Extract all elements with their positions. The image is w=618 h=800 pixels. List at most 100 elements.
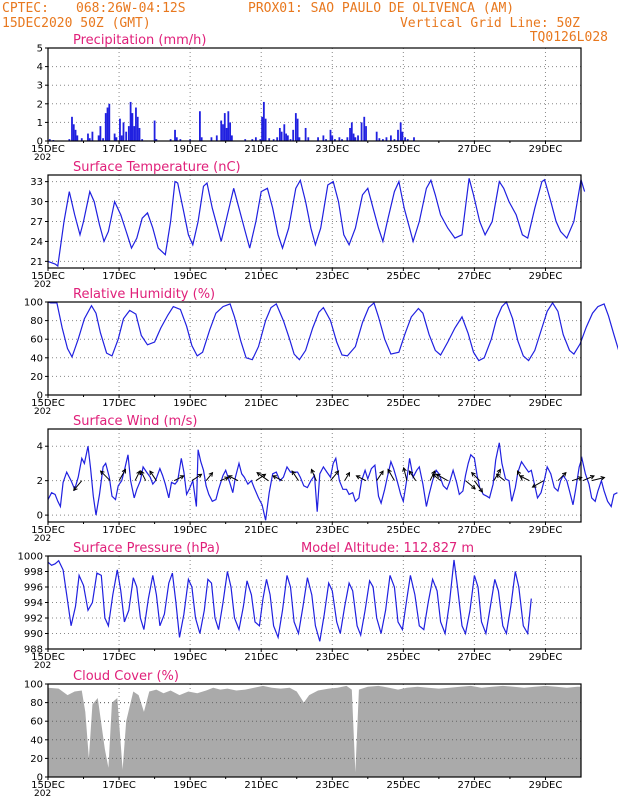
precip-bar: [352, 133, 355, 141]
panel-title: Cloud Cover (%): [73, 669, 179, 684]
x-tick-label: 25DEC: [386, 780, 420, 791]
y-tick-label: 4: [37, 62, 43, 73]
precip-bar: [104, 113, 107, 141]
wind-arrow-head: [261, 473, 267, 479]
y-tick-label: 4: [37, 442, 43, 453]
wind-arrow-head: [121, 468, 126, 474]
precip-bar: [350, 122, 353, 141]
x-tick-label: 27DEC: [458, 144, 492, 155]
coords-label: 068:26W-04:12S: [76, 1, 186, 16]
x-tick-label: 21DEC: [244, 780, 278, 791]
precip-bar: [363, 116, 366, 141]
x-tick-label: 29DEC: [529, 652, 563, 663]
precip-bar: [72, 124, 75, 141]
precip-bar: [102, 138, 104, 141]
precip-bar: [389, 135, 392, 141]
x-tick-label: 19DEC: [173, 144, 207, 155]
wind-arrow-head: [379, 470, 384, 476]
wind-arrow-head: [149, 470, 154, 476]
precip-bar: [215, 135, 218, 141]
precip-bar: [127, 126, 130, 141]
precip-bar: [307, 137, 310, 141]
precip-bar: [225, 127, 228, 141]
precip-bar: [280, 131, 283, 141]
wind-arrow: [473, 480, 483, 493]
y-tick-label: 30: [30, 197, 43, 208]
x-tick-label: 15DEC: [31, 525, 65, 536]
wind-arrow-head: [208, 471, 214, 477]
panel-rh: 15DEC 17DEC 19DEC 21DEC 23DEC 25DEC 27DEC 29DEC…: [24, 287, 618, 417]
year-fragment: 202: [34, 153, 51, 163]
y-tick-label: 60: [30, 335, 43, 346]
precip-bar: [406, 139, 409, 141]
precip-bar: [317, 137, 319, 141]
model-altitude-label: Model Altitude: 112.827 m: [301, 541, 474, 556]
wind-arrow: [173, 475, 184, 482]
x-tick-label: 29DEC: [529, 780, 563, 791]
precip-bar: [155, 139, 158, 141]
precip-bar: [272, 139, 275, 141]
wind-arrow: [330, 470, 339, 481]
precip-bar: [97, 135, 100, 141]
wind-arrow: [191, 473, 202, 482]
precip-bar: [341, 139, 343, 141]
x-tick-label: 15DEC: [31, 398, 65, 409]
wind-arrow: [403, 467, 408, 481]
y-tick-label: 0: [37, 773, 43, 784]
x-tick-label: 23DEC: [315, 398, 349, 409]
temp-line: [47, 178, 586, 268]
wind-arrow: [465, 480, 476, 490]
wind-arrow: [376, 470, 384, 481]
precip-bar: [365, 126, 367, 141]
x-tick-label: 29DEC: [529, 525, 563, 536]
wind-arrow: [591, 476, 605, 482]
wind-arrow: [557, 472, 567, 482]
wind-arrow: [408, 470, 417, 481]
x-tick-label: 17DEC: [102, 525, 136, 536]
wind-arrow: [228, 475, 239, 482]
y-tick-label: 60: [30, 717, 43, 728]
precip-bar: [199, 111, 201, 141]
y-tick-label: 24: [30, 237, 43, 248]
precip-bar: [99, 126, 102, 141]
wind-arrow-head: [470, 471, 476, 477]
y-tick-label: 990: [24, 629, 43, 640]
press-line: [47, 559, 532, 642]
wind-arrow-head: [408, 470, 414, 476]
precip-bar: [375, 131, 378, 141]
precip-bar: [346, 137, 349, 141]
y-tick-label: 100: [24, 680, 43, 691]
x-tick-label: 15DEC: [31, 780, 65, 791]
y-tick-label: 996: [24, 583, 43, 594]
precip-bar: [71, 116, 73, 141]
source-label: CPTEC:: [2, 1, 49, 16]
wind-arrow: [571, 476, 582, 482]
precip-bar: [354, 137, 357, 141]
precip-bar: [338, 137, 341, 141]
x-tick-label: 15DEC: [31, 652, 65, 663]
precip-bar: [229, 122, 232, 141]
x-tick-label: 21DEC: [244, 271, 278, 282]
x-tick-label: 27DEC: [458, 398, 492, 409]
wind-arrow: [387, 469, 395, 481]
x-tick-label: 15DEC: [31, 144, 65, 155]
precip-bar: [286, 135, 289, 141]
x-tick-label: 17DEC: [102, 652, 136, 663]
year-fragment: 202: [34, 789, 51, 799]
precip-bar: [136, 116, 139, 141]
y-tick-label: 40: [30, 735, 43, 746]
wind-arrow-head: [136, 470, 141, 476]
precip-bar: [108, 103, 111, 141]
y-tick-label: 1: [37, 118, 43, 129]
y-tick-label: 27: [30, 217, 43, 228]
x-tick-label: 29DEC: [529, 398, 563, 409]
x-tick-label: 17DEC: [102, 144, 136, 155]
wind-arrow-head: [345, 471, 351, 477]
y-tick-label: 998: [24, 567, 43, 578]
wind-arrow-head: [577, 476, 583, 481]
wind-arrow: [432, 473, 441, 482]
panel-title: Relative Humidity (%): [73, 287, 215, 302]
wind-arrow-head: [600, 475, 606, 481]
precip-bar: [131, 113, 134, 141]
